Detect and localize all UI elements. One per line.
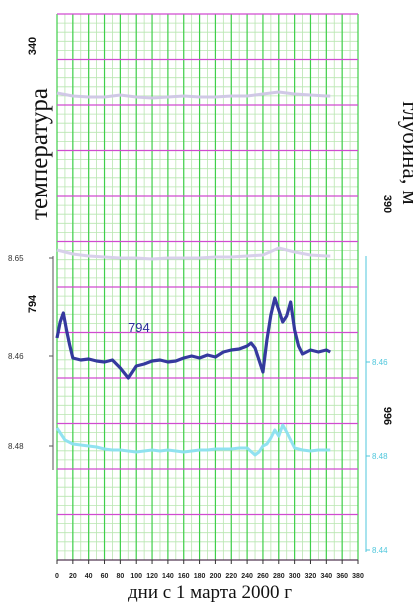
series-line-4	[55, 423, 331, 457]
x-tick-label: 40	[85, 573, 93, 580]
x-tick-label: 380	[352, 573, 364, 580]
x-axis-label: дни с 1 марта 2000 г	[127, 582, 293, 603]
series-line-3	[55, 296, 331, 380]
y-axis-label-left: температура	[26, 88, 53, 220]
x-tick-label: 100	[130, 573, 142, 580]
x-tick-label: 220	[225, 573, 237, 580]
series-line-2	[56, 246, 331, 261]
x-tick-label: 240	[241, 573, 253, 580]
x-tick-label: 80	[116, 573, 124, 580]
x-tick-label: 120	[146, 573, 158, 580]
series-annotation: 794	[128, 320, 150, 335]
right-tick-label: 8.46	[372, 358, 388, 367]
x-tick-label: 320	[305, 573, 317, 580]
x-tick-label: 300	[289, 573, 301, 580]
series-line-1	[56, 90, 331, 100]
x-tick-label: 200	[210, 573, 222, 580]
x-tick-label: 160	[178, 573, 190, 580]
x-tick-label: 180	[194, 573, 206, 580]
depth-label-794: 794	[27, 294, 40, 314]
left-tick-label: 8.48	[8, 442, 24, 451]
x-tick-label: 140	[162, 573, 174, 580]
x-tick-label: 60	[101, 573, 109, 580]
left-tick-label: 8.65	[8, 254, 24, 263]
x-tick-label: 20	[69, 573, 77, 580]
right-tick-label: 8.48	[372, 452, 388, 461]
x-tick-label: 280	[273, 573, 285, 580]
x-tick-label: 0	[55, 573, 59, 580]
depth-label-996: 996	[381, 406, 394, 426]
left-tick-label: 8.46	[8, 352, 24, 361]
right-tick-label: 8.44	[372, 546, 388, 555]
y-axis-label-right: глубина, м	[398, 101, 413, 205]
x-tick-label: 340	[320, 573, 332, 580]
x-tick-label: 360	[336, 573, 348, 580]
depth-label-390: 390	[381, 194, 394, 214]
x-tick-label: 260	[257, 573, 269, 580]
depth-label-340: 340	[27, 36, 40, 56]
